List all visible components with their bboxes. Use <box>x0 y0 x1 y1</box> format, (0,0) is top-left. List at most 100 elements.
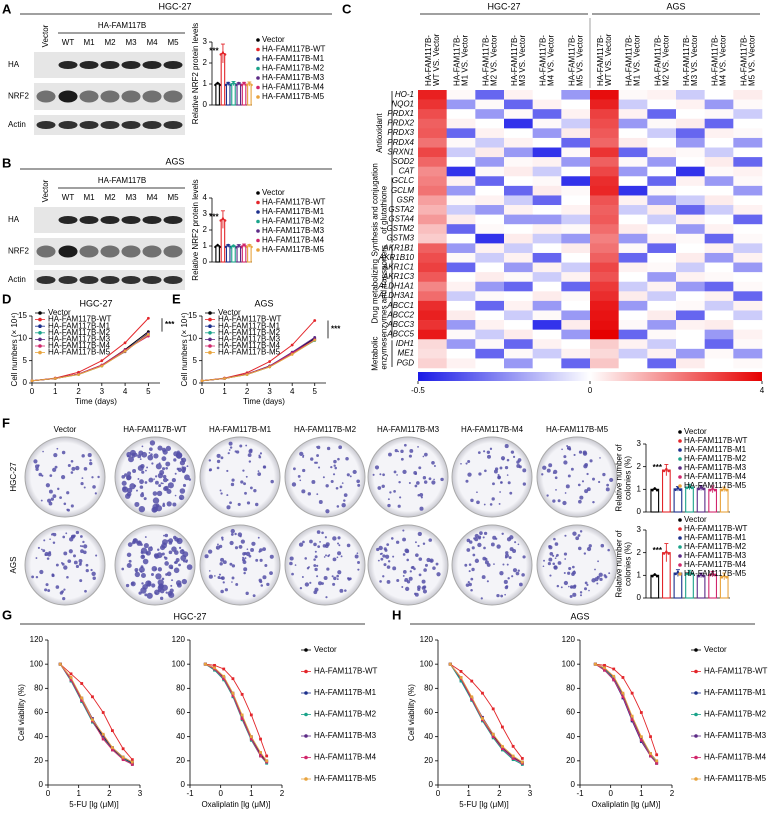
heatmap-cell <box>733 224 763 235</box>
lane-label: M2 <box>104 193 116 202</box>
heatmap-cell <box>647 358 677 369</box>
gene-label: AKR1C3 <box>382 272 415 281</box>
legend-label: HA-FAM117B-M2 <box>262 64 325 73</box>
series-line <box>201 339 315 382</box>
heatmap-cell <box>475 291 505 302</box>
heatmap-cell <box>446 233 476 244</box>
colony <box>507 577 510 580</box>
colony <box>83 467 88 471</box>
replicate-dot <box>676 486 680 490</box>
point <box>111 746 114 749</box>
colony <box>499 481 503 484</box>
colony <box>35 557 38 559</box>
colony <box>552 554 555 557</box>
colony <box>561 448 563 451</box>
heatmap-cell <box>676 252 705 263</box>
colony <box>564 492 567 494</box>
colony <box>605 487 610 492</box>
point <box>621 691 625 695</box>
colony <box>157 585 163 591</box>
colony <box>428 477 432 481</box>
colony <box>489 447 493 450</box>
legend-marker <box>256 229 260 233</box>
heatmap-cell <box>676 291 705 302</box>
replicate-dot <box>219 219 222 222</box>
heatmap-cell <box>504 118 533 129</box>
replicate-dot <box>720 576 724 579</box>
blot-band <box>121 276 141 284</box>
heatmap-cell <box>475 320 505 330</box>
lane-label: M2 <box>104 38 116 47</box>
colony <box>140 543 143 546</box>
colony <box>505 553 509 558</box>
y-tick-label: 0 <box>571 780 576 789</box>
colony <box>83 550 87 555</box>
heatmap-cell <box>561 224 591 235</box>
heatmap-cell <box>590 281 619 292</box>
x-tick-label: 0 <box>608 789 613 798</box>
y-tick-label: 4 <box>203 193 208 202</box>
heatmap-cell <box>704 205 734 215</box>
replicate-dot <box>245 245 249 249</box>
colony <box>497 475 501 480</box>
heatmap-cell <box>504 348 533 359</box>
colony <box>310 457 314 461</box>
point <box>245 373 249 376</box>
y-tick-label: 80 <box>424 683 433 692</box>
point <box>213 663 216 667</box>
colony <box>383 563 387 567</box>
colony <box>577 483 581 487</box>
colony <box>411 565 415 569</box>
point <box>603 663 606 667</box>
point <box>481 717 484 720</box>
heatmap-cell <box>475 272 505 283</box>
colony <box>499 491 501 493</box>
replicate-dot <box>723 574 726 577</box>
colony <box>257 470 260 472</box>
colony <box>404 548 409 553</box>
colony <box>66 491 70 495</box>
colony <box>163 534 165 537</box>
heatmap-cell <box>418 109 447 120</box>
colony <box>245 591 249 595</box>
colony <box>289 556 294 561</box>
heatmap-cell <box>446 166 476 177</box>
colony <box>392 566 397 571</box>
colony <box>569 585 574 589</box>
heatmap-cell <box>561 233 591 244</box>
colony <box>164 533 169 538</box>
heatmap-cell <box>532 358 562 369</box>
legend-label: HA-FAM117B-M5 <box>684 569 747 578</box>
legend-label: HA-FAM117B-WT <box>684 524 748 533</box>
colony <box>607 548 610 552</box>
x-tick-label: 2 <box>497 789 502 798</box>
heatmap-cell <box>618 300 648 311</box>
heatmap-cell <box>647 157 677 167</box>
colony <box>486 450 491 454</box>
colony <box>577 546 582 551</box>
colony <box>177 467 183 472</box>
y-tick-label: 0 <box>181 780 186 789</box>
bar <box>685 486 694 513</box>
colony <box>583 464 588 469</box>
heatmap-cell <box>647 233 677 244</box>
heatmap-cell <box>647 185 677 196</box>
colony <box>338 544 341 547</box>
colony <box>516 464 521 468</box>
colony <box>269 554 274 559</box>
colony <box>150 573 154 577</box>
colony <box>44 588 48 592</box>
y-tick-label: 15 <box>18 311 27 320</box>
y-axis-label: Relative number of <box>615 530 624 598</box>
colony <box>61 475 66 480</box>
heatmap-cell <box>561 281 591 292</box>
colony <box>184 474 190 481</box>
legend-marker <box>694 669 698 674</box>
colony <box>337 570 342 575</box>
colony <box>414 484 418 488</box>
legend-label: HA-FAM117B-M3 <box>684 463 747 472</box>
heatmap-cell <box>733 329 763 340</box>
colony <box>294 564 297 566</box>
colony <box>301 489 306 494</box>
replicate-dot <box>713 574 717 577</box>
